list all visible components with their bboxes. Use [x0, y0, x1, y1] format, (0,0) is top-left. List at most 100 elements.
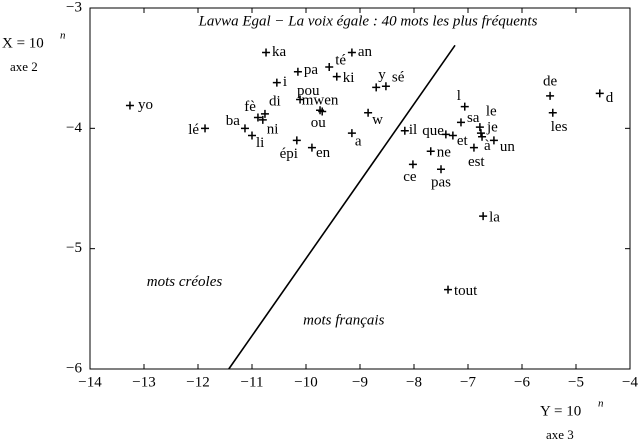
point	[400, 126, 409, 135]
y-tick-label: −5	[66, 240, 82, 256]
point	[260, 109, 269, 118]
chart-title: Lavwa Egal − La voix égale : 40 mots les…	[198, 13, 538, 29]
x-tick-label: −12	[186, 374, 209, 390]
point-label: les	[551, 119, 568, 135]
point	[476, 129, 485, 138]
point-label: je	[486, 120, 498, 136]
point-label: que	[422, 123, 444, 139]
point	[444, 285, 453, 294]
point-label: à	[484, 138, 491, 154]
point	[437, 165, 445, 174]
x-tick-label: −13	[132, 374, 155, 390]
point	[408, 160, 417, 169]
point-label: et	[457, 133, 469, 149]
x-tick-label: −6	[514, 374, 530, 390]
point	[478, 132, 487, 141]
point-label: le	[486, 104, 497, 120]
point-label: yo	[138, 97, 153, 113]
point-label: sa	[467, 110, 480, 126]
x-axis-label: Y = 10	[540, 403, 581, 419]
y-tick-label: −4	[66, 120, 82, 136]
x-tick-label: −4	[622, 374, 638, 390]
point	[293, 67, 302, 76]
point	[307, 143, 316, 152]
point	[460, 102, 469, 111]
point-label: a	[355, 134, 362, 150]
point-label: ce	[403, 169, 417, 185]
x-tick-label: −10	[294, 374, 317, 390]
point-label: d	[606, 90, 614, 106]
point	[548, 108, 557, 117]
point-label: la	[489, 210, 500, 226]
point	[258, 115, 267, 124]
point-label: an	[358, 44, 373, 60]
point-label: pou	[297, 83, 320, 99]
point	[347, 129, 356, 138]
point-label: té	[335, 52, 346, 68]
point-label: en	[316, 145, 331, 161]
point-label: il	[409, 122, 417, 138]
point-label: est	[468, 154, 485, 170]
point	[325, 62, 334, 71]
point	[426, 147, 435, 156]
point-label: ne	[437, 145, 452, 161]
point-label: pa	[304, 62, 319, 78]
point-label: ka	[272, 44, 287, 60]
point-label: ba	[226, 113, 241, 129]
annotation: mots français	[303, 312, 384, 328]
y-tick-label: −3	[66, 0, 82, 15]
point	[201, 124, 210, 133]
x-axis-name: axe 3	[546, 427, 574, 442]
point	[240, 124, 249, 133]
point-label: mwen	[302, 93, 339, 109]
y-tick-label: −6	[66, 360, 82, 376]
point	[456, 118, 465, 127]
point	[272, 78, 281, 87]
x-tick-label: −9	[352, 374, 368, 390]
point-label: épi	[280, 146, 298, 162]
point-label: pas	[431, 175, 451, 191]
x-tick-label: −11	[241, 374, 264, 390]
annotation: mots créoles	[147, 274, 223, 290]
point	[318, 107, 327, 116]
point-label: un	[500, 139, 516, 155]
point	[253, 113, 262, 122]
point-label: w	[372, 112, 383, 128]
point-label: ou	[311, 115, 327, 131]
x-tick-label: −14	[78, 374, 102, 390]
point	[595, 89, 604, 98]
point-label: de	[543, 73, 558, 89]
point-label: sé	[392, 70, 405, 86]
x-tick-label: −7	[460, 374, 476, 390]
point-label: tout	[454, 283, 478, 299]
point	[372, 83, 381, 92]
point	[489, 136, 498, 145]
point	[546, 91, 555, 100]
point	[296, 95, 305, 104]
point-label: ni	[267, 121, 279, 137]
point	[381, 82, 390, 91]
point	[262, 48, 271, 57]
point	[469, 143, 478, 152]
point	[479, 212, 488, 221]
point	[475, 123, 484, 132]
x-tick-label: −5	[568, 374, 584, 390]
x-tick-label: −8	[406, 374, 422, 390]
point-label: y	[378, 67, 386, 83]
point	[448, 131, 457, 140]
point	[292, 136, 301, 145]
point	[347, 48, 356, 57]
point-label: di	[269, 93, 281, 109]
y-axis-name: axe 2	[10, 59, 38, 74]
point	[332, 72, 341, 81]
point-label: li	[256, 135, 264, 151]
point-label: l	[457, 88, 461, 104]
point	[441, 130, 450, 139]
point-label: lé	[188, 122, 199, 138]
point	[364, 108, 373, 117]
x-axis-exponent: n	[598, 398, 604, 410]
point	[248, 131, 256, 140]
point	[125, 101, 134, 110]
y-axis-exponent: n	[60, 30, 66, 42]
